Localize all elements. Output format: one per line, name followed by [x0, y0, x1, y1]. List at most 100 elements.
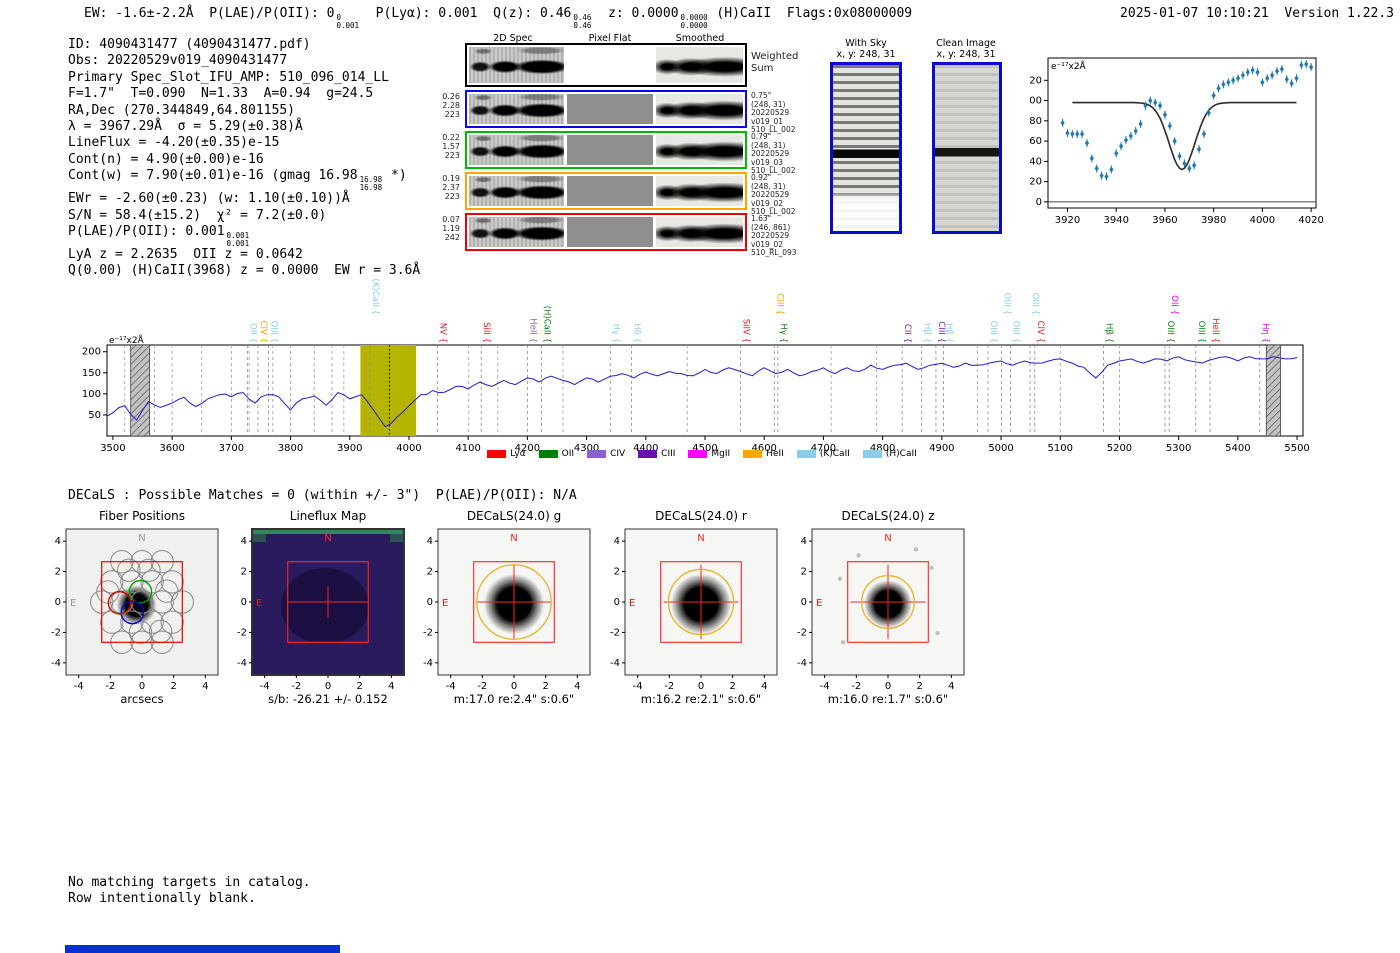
fiber-circle [160, 610, 184, 634]
spectral-line-label: Hδ { [632, 323, 642, 343]
x-tick-label: -2 [291, 681, 301, 692]
green-fiber [128, 579, 153, 604]
y-tick-label: 20 [1030, 177, 1042, 188]
panel-caption: m:17.0 re:2.4" s:0.6" [454, 692, 574, 706]
legend-swatch [587, 450, 607, 458]
data-marker [1231, 77, 1236, 84]
x-tick-label: 3500 [100, 443, 125, 454]
text-segment: Cont(w) = 7.90(±0.01)e-16 (gmag 16.98 [68, 168, 358, 184]
x-tick-label: -2 [477, 681, 487, 692]
y-tick-label: 0 [427, 597, 433, 608]
legend-label: Lyα [510, 449, 526, 459]
north-label: N [884, 533, 891, 544]
x-tick-label: 2 [170, 681, 176, 692]
legend-swatch [862, 450, 882, 458]
spectrum-line [107, 356, 1298, 428]
detected-line-band [360, 345, 417, 436]
data-marker [1196, 146, 1202, 153]
report-datetime: 2025-01-07 10:10:21 [1120, 6, 1269, 21]
spectral-line-label: Hγ { [610, 323, 620, 343]
x-tick-label: 4700 [811, 443, 836, 454]
stacked-value: 16.98 16.98 [359, 175, 383, 192]
text-segment: LyA z = 2.2635 OII z = 0.0642 [68, 247, 303, 263]
y-tick-label: -4 [797, 658, 807, 669]
y-tick-label: 150 [82, 368, 101, 379]
data-marker [1133, 127, 1138, 134]
data-marker [1065, 130, 1070, 136]
x-tick-label: 4100 [455, 443, 480, 454]
data-marker [1211, 92, 1216, 99]
stacked-value: 0 0.001 [336, 13, 360, 30]
x-tick-label: 0 [325, 681, 331, 692]
data-marker [1118, 143, 1124, 150]
data-marker [1206, 109, 1211, 116]
plot-inner [107, 345, 1298, 436]
legend-item: HeII [743, 449, 784, 459]
x-tick-label: 0 [511, 681, 517, 692]
cleanimage-image [932, 62, 1002, 234]
legend-swatch [796, 450, 816, 458]
info-line: S/N = 58.4(±15.2) χ² = 7.2(±0.0) [68, 208, 420, 224]
x-tick-label: 4 [761, 681, 767, 692]
data-marker [1216, 85, 1221, 92]
x-tick-label: 3980 [1201, 215, 1226, 226]
panel-caption: s/b: -26.21 +/- 0.152 [268, 692, 388, 706]
panel-title: DECaLS(24.0) z [841, 509, 934, 523]
y-tick-label: -2 [797, 627, 807, 638]
legend-label: MgII [711, 449, 731, 459]
x-tick-label: 4400 [633, 443, 658, 454]
spectral-line-label: Hβ { [1103, 323, 1113, 343]
data-marker [1162, 111, 1168, 118]
y-tick-label: 2 [241, 567, 247, 578]
x-tick-label: -4 [446, 681, 456, 692]
y-tick-label: 0 [1036, 197, 1042, 208]
text-segment: EWr = -2.60(±0.23) (w: 1.10(±0.10))Å [68, 191, 350, 207]
x-tick-label: -2 [664, 681, 674, 692]
y-tick-label: 0 [614, 597, 620, 608]
y-tick-label: 4 [801, 536, 807, 547]
data-marker [1260, 79, 1265, 86]
spectral-line-label: HeII { [527, 318, 537, 343]
effective-radius-circle [667, 568, 735, 636]
spectral-line-label: OII { [247, 323, 257, 343]
spectral-line-label: (K)CaII { [370, 279, 380, 315]
panel-caption: m:16.2 re:2.1" s:0.6" [641, 692, 761, 706]
pixel-flat-image [567, 94, 653, 124]
legend-swatch [638, 450, 658, 458]
x-tick-label: 4900 [929, 443, 954, 454]
x-tick-label: 5100 [1048, 443, 1073, 454]
y-tick-label: 100 [1030, 96, 1042, 107]
cutout-row [465, 172, 747, 210]
x-tick-label: -4 [260, 681, 270, 692]
y-tick-label: -2 [51, 627, 61, 638]
x-tick-label: 2 [356, 681, 362, 692]
y-tick-label: 4 [241, 536, 247, 547]
x-tick-label: 4 [388, 681, 394, 692]
cleanimage-title: Clean Image x, y: 248, 31 [936, 38, 996, 60]
data-marker [1070, 131, 1075, 138]
x-tick-label: 0 [885, 681, 891, 692]
fiber-circle [100, 570, 124, 594]
aperture-square [101, 561, 183, 643]
x-tick-label: -2 [851, 681, 861, 692]
x-tick-label: 4 [948, 681, 954, 692]
x-tick-label: 3940 [1103, 215, 1128, 226]
text-segment: Primary Spec_Slot_IFU_AMP: 510_096_014_L… [68, 69, 389, 85]
x-tick-label: 4800 [870, 443, 895, 454]
smoothed-image [656, 47, 743, 83]
spectral-line-label: NV { [437, 323, 447, 343]
2d-spec-image [469, 47, 564, 83]
source-blob [116, 585, 157, 626]
legend-item: MgII [688, 449, 730, 459]
legend-label: CIII [661, 449, 676, 459]
data-marker [1309, 64, 1314, 71]
stacked-value: 0.46 0.46 [573, 13, 592, 30]
speckle [856, 553, 861, 558]
legend-item: CIV [587, 449, 625, 459]
north-label: N [324, 533, 331, 544]
masked-edge-band [130, 345, 151, 436]
header-datetime-version: 2025-01-07 10:10:21 Version 1.22.3 [1120, 6, 1394, 21]
x-tick-label: 5000 [988, 443, 1013, 454]
